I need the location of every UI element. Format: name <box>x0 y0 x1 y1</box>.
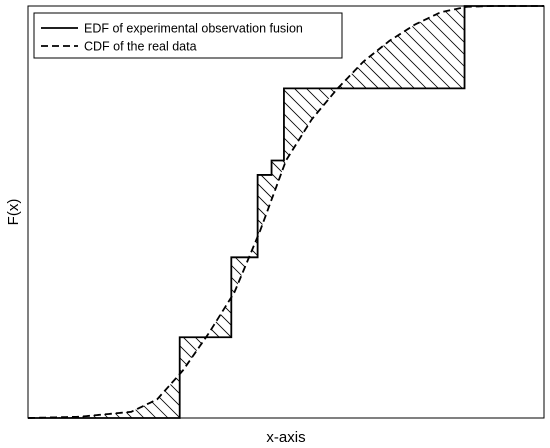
hatch-line <box>367 6 544 418</box>
hatch-line <box>391 6 544 418</box>
legend-entry-cdf: CDF of the real data <box>84 40 197 54</box>
hatch-line <box>535 6 544 418</box>
hatch-line <box>28 6 349 418</box>
hatch-line <box>28 6 337 418</box>
series-layer <box>27 5 544 419</box>
hatch-line <box>28 6 313 418</box>
hatch-layer <box>28 6 544 418</box>
plot-frame <box>27 5 545 419</box>
hatch-line <box>28 6 397 418</box>
hatch-line <box>295 6 544 418</box>
hatch-line <box>28 6 157 418</box>
x-axis-label: x-axis <box>266 429 305 446</box>
hatch-line <box>28 6 241 418</box>
hatch-line <box>331 6 544 418</box>
hatch-line <box>319 6 544 418</box>
legend-entry-edf: EDF of experimental observation fusion <box>84 22 303 36</box>
hatch-line <box>487 6 544 418</box>
hatch-line <box>403 6 544 418</box>
hatch-line <box>28 6 265 418</box>
hatch-line <box>451 6 544 418</box>
hatch-line <box>175 6 544 418</box>
hatch-line <box>28 6 409 418</box>
hatch-line <box>439 6 544 418</box>
hatch-line <box>475 6 544 418</box>
hatch-lines <box>28 6 544 418</box>
hatch-line <box>343 6 544 418</box>
hatch-line <box>463 6 544 418</box>
hatch-line <box>28 6 289 418</box>
hatch-line <box>223 6 544 418</box>
hatch-line <box>28 6 193 418</box>
hatch-line <box>115 6 529 418</box>
hatch-line <box>307 6 544 418</box>
hatch-line <box>28 6 277 418</box>
hatch-line <box>139 6 544 418</box>
hatch-line <box>259 6 544 418</box>
hatch-line <box>28 6 181 418</box>
hatch-line <box>523 6 544 418</box>
hatch-line <box>28 6 373 418</box>
hatch-line <box>271 6 544 418</box>
hatch-line <box>199 6 544 418</box>
hatch-line <box>499 6 544 418</box>
hatch-line <box>28 6 301 418</box>
hatch-line <box>211 6 544 418</box>
hatch-line <box>28 6 217 418</box>
edf-step-line <box>28 5 544 419</box>
hatch-line <box>247 6 544 418</box>
hatch-line <box>355 6 544 418</box>
hatch-line <box>151 6 544 418</box>
hatch-line <box>379 6 544 418</box>
hatch-line <box>427 6 544 418</box>
hatch-line <box>28 6 325 418</box>
y-axis-label: F(x) <box>5 199 22 226</box>
hatch-line <box>28 6 253 418</box>
hatch-line <box>28 6 169 418</box>
legend-box <box>33 12 343 59</box>
hatch-line <box>235 6 544 418</box>
hatch-line <box>415 6 544 418</box>
cdf-dashed-line <box>27 5 544 419</box>
hatch-line <box>187 6 544 418</box>
hatch-line <box>28 6 205 418</box>
hatch-line <box>283 6 544 418</box>
legend: EDF of experimental observation fusion C… <box>33 12 343 59</box>
